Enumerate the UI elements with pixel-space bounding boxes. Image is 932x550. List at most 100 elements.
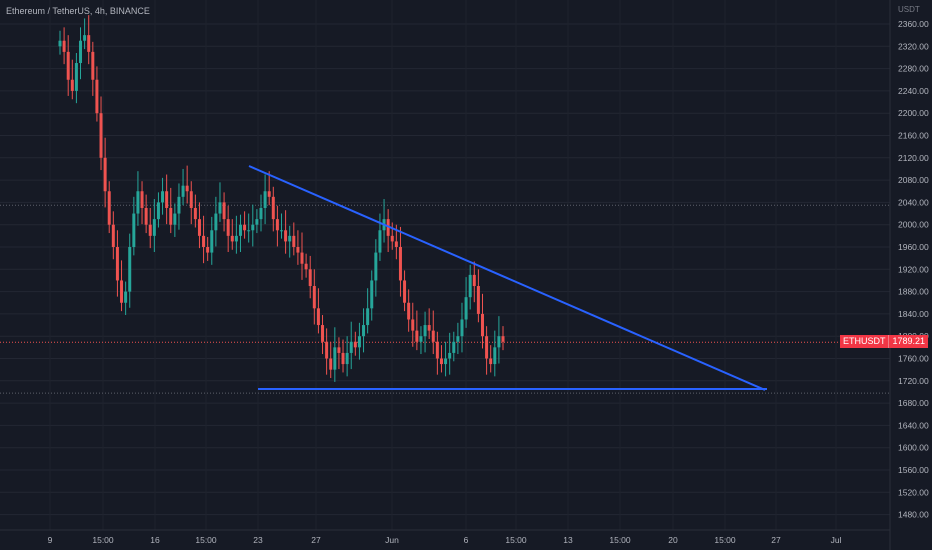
candle-body xyxy=(370,280,374,309)
candle-body xyxy=(165,191,169,208)
x-tick-label: Jun xyxy=(385,535,399,545)
candle-body xyxy=(128,247,132,292)
candle-body xyxy=(468,274,472,298)
candle-body xyxy=(132,213,136,247)
x-tick-label: 27 xyxy=(771,535,781,545)
x-tick-label: Jul xyxy=(831,535,842,545)
y-tick-label: 1840.00 xyxy=(898,309,929,319)
y-axis-unit: USDT xyxy=(898,5,920,14)
y-tick-label: 1560.00 xyxy=(898,465,929,475)
candle-body xyxy=(415,330,419,342)
candle-body xyxy=(70,79,74,91)
candle-body xyxy=(337,347,341,353)
candle-body xyxy=(210,230,214,253)
candle-body xyxy=(280,230,283,232)
candle-body xyxy=(120,280,124,303)
candle-body xyxy=(234,235,238,242)
candle-body xyxy=(259,207,263,220)
candle-body xyxy=(95,79,99,114)
candle-body xyxy=(275,219,279,231)
candle-body xyxy=(66,51,70,80)
candle-body xyxy=(255,219,259,225)
candle-body xyxy=(472,274,476,287)
candle-body xyxy=(111,224,115,247)
candle-body xyxy=(292,235,296,247)
candle-body xyxy=(497,336,501,348)
candle-body xyxy=(202,235,206,247)
candle-body xyxy=(144,207,148,225)
y-tick-label: 2120.00 xyxy=(898,153,929,163)
candle-body xyxy=(271,196,275,220)
candle-body xyxy=(99,113,103,158)
y-tick-label: 2080.00 xyxy=(898,175,929,185)
candle-body xyxy=(345,352,349,365)
candle-body xyxy=(161,191,165,203)
x-tick-label: 13 xyxy=(563,535,573,545)
candle-body xyxy=(177,196,181,214)
candle-body xyxy=(103,157,107,192)
candle-body xyxy=(136,191,140,214)
candle-body xyxy=(288,235,292,242)
candle-body xyxy=(58,40,62,47)
candle-body xyxy=(390,235,394,242)
candle-body xyxy=(230,235,234,242)
candle-body xyxy=(357,336,361,348)
x-tick-label: 15:00 xyxy=(609,535,631,545)
candle-body xyxy=(152,219,156,236)
candle-body xyxy=(263,191,267,208)
candle-body xyxy=(107,191,111,225)
candle-body xyxy=(222,202,226,220)
candle-body xyxy=(251,224,255,231)
x-tick-label: 15:00 xyxy=(714,535,736,545)
y-tick-label: 2040.00 xyxy=(898,197,929,207)
candle-body xyxy=(197,219,201,236)
candle-body xyxy=(341,352,345,365)
y-tick-label: 1600.00 xyxy=(898,443,929,453)
y-tick-label: 2360.00 xyxy=(898,19,929,29)
y-tick-label: 1640.00 xyxy=(898,420,929,430)
candle-body xyxy=(218,202,222,214)
y-tick-label: 1880.00 xyxy=(898,287,929,297)
x-tick-label: 9 xyxy=(48,535,53,545)
y-tick-label: 1960.00 xyxy=(898,242,929,252)
y-tick-label: 1720.00 xyxy=(898,376,929,386)
candle-body xyxy=(316,308,320,326)
candle-body xyxy=(181,185,185,197)
candle-body xyxy=(480,313,484,337)
candle-body xyxy=(493,347,497,365)
price-tag-symbol: ETHUSDT xyxy=(839,335,889,348)
candle-body xyxy=(226,219,230,236)
candle-body xyxy=(374,252,378,281)
y-tick-label: 1680.00 xyxy=(898,398,929,408)
candle-body xyxy=(185,185,189,192)
y-tick-label: 2160.00 xyxy=(898,131,929,141)
candle-body xyxy=(394,241,398,247)
candle-body xyxy=(349,341,353,353)
candle-body xyxy=(444,358,448,365)
candle-body xyxy=(431,330,435,342)
candle-body xyxy=(115,247,119,281)
y-tick-label: 2240.00 xyxy=(898,86,929,96)
candle-body xyxy=(362,325,366,337)
candle-body xyxy=(407,302,411,320)
candle-body xyxy=(448,352,452,359)
candle-body xyxy=(284,230,288,242)
candle-body xyxy=(156,202,160,220)
y-tick-label: 1920.00 xyxy=(898,264,929,274)
candle-body xyxy=(87,35,91,52)
candle-body xyxy=(91,51,95,80)
candle-body xyxy=(189,191,193,208)
candle-body xyxy=(74,63,78,91)
candle-body xyxy=(403,280,407,303)
y-tick-label: 2000.00 xyxy=(898,220,929,230)
candle-body xyxy=(423,325,427,337)
price-tag: ETHUSDT 1789.21 xyxy=(839,335,928,348)
candle-body xyxy=(439,358,443,365)
chart-title: Ethereum / TetherUS, 4h, BINANCE xyxy=(6,6,150,16)
candle-body xyxy=(452,341,456,353)
candle-body xyxy=(476,286,480,314)
candle-body xyxy=(353,341,357,348)
candle-body xyxy=(243,224,247,231)
x-tick-label: 15:00 xyxy=(92,535,114,545)
